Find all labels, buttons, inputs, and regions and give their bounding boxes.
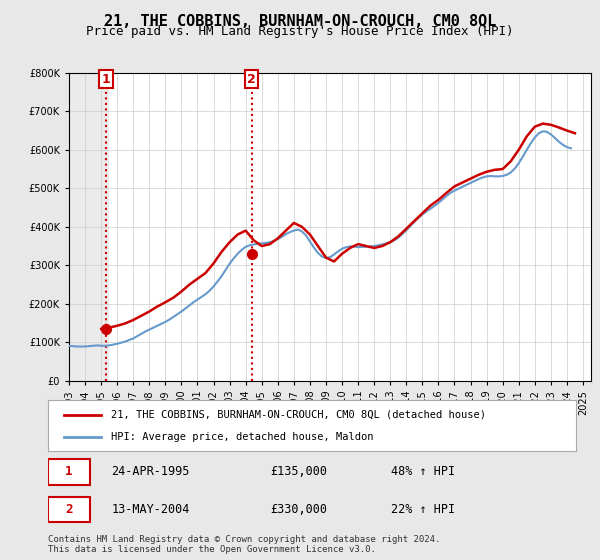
Text: 22% ↑ HPI: 22% ↑ HPI [391,503,455,516]
Text: Contains HM Land Registry data © Crown copyright and database right 2024.
This d: Contains HM Land Registry data © Crown c… [48,535,440,554]
Text: 24-APR-1995: 24-APR-1995 [112,465,190,478]
Text: HPI: Average price, detached house, Maldon: HPI: Average price, detached house, Mald… [112,432,374,442]
FancyBboxPatch shape [48,459,90,484]
Text: 48% ↑ HPI: 48% ↑ HPI [391,465,455,478]
FancyBboxPatch shape [48,497,90,522]
Text: 21, THE COBBINS, BURNHAM-ON-CROUCH, CM0 8QL: 21, THE COBBINS, BURNHAM-ON-CROUCH, CM0 … [104,14,496,29]
Text: 2: 2 [247,73,256,86]
Text: 1: 1 [65,465,73,478]
Text: £135,000: £135,000 [270,465,327,478]
Text: 21, THE COBBINS, BURNHAM-ON-CROUCH, CM0 8QL (detached house): 21, THE COBBINS, BURNHAM-ON-CROUCH, CM0 … [112,409,487,419]
Text: 2: 2 [65,503,73,516]
Text: Price paid vs. HM Land Registry's House Price Index (HPI): Price paid vs. HM Land Registry's House … [86,25,514,38]
Text: 13-MAY-2004: 13-MAY-2004 [112,503,190,516]
Text: £330,000: £330,000 [270,503,327,516]
Text: 1: 1 [102,73,110,86]
Bar [69,73,109,381]
